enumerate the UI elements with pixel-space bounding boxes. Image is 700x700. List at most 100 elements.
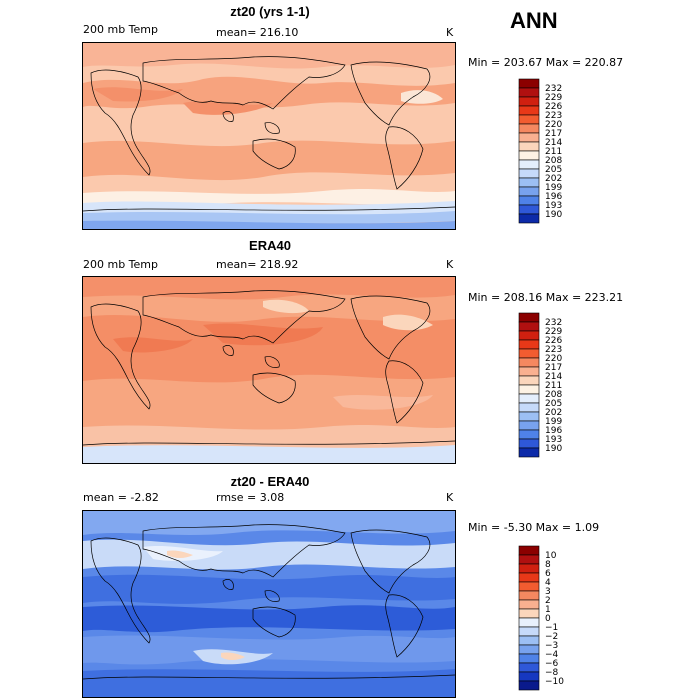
colorbar-tick-label: 232	[545, 84, 562, 94]
colorbar-swatch	[518, 132, 540, 143]
colorbar-tick-label: 205	[545, 165, 562, 175]
colorbar-tick-label: 10	[545, 551, 557, 561]
colorbar-tick-label: −6	[545, 659, 559, 669]
panel3-minmax: Min = -5.30 Max = 1.09	[468, 521, 600, 534]
panel2-left-label: 200 mb Temp	[83, 258, 159, 271]
colorbar-swatch	[518, 357, 540, 368]
colorbar-swatch	[518, 429, 540, 440]
colorbar-tick-label: 202	[545, 408, 562, 418]
colorbar-swatch	[518, 78, 540, 89]
colorbar-swatch	[518, 150, 540, 161]
colorbar-swatch	[518, 168, 540, 179]
panel3-colorbar: 10 8 6 4 3 2 1 0 −1 −2 −3 −4 −6 −8 −10	[518, 545, 578, 700]
colorbar-swatch	[518, 680, 540, 691]
colorbar-tick-label: 223	[545, 345, 562, 355]
colorbar-swatch	[518, 411, 540, 422]
colorbar-tick-label: 2	[545, 596, 551, 606]
colorbar-swatch	[518, 447, 540, 458]
colorbar-tick-label: 193	[545, 201, 562, 211]
panel2-minmax: Min = 208.16 Max = 223.21	[468, 291, 624, 304]
colorbar-swatch	[518, 626, 540, 637]
colorbar-swatch	[518, 186, 540, 197]
colorbar-tick-label: 208	[545, 390, 562, 400]
colorbar-swatch	[518, 393, 540, 404]
panel2-units: K	[446, 258, 454, 271]
colorbar-tick-label: −4	[545, 650, 559, 660]
colorbar-swatch	[518, 366, 540, 377]
colorbar-swatch	[518, 420, 540, 431]
colorbar-tick-label: 199	[545, 417, 562, 427]
colorbar-swatch	[518, 375, 540, 386]
colorbar-swatch	[518, 96, 540, 107]
colorbar-swatch	[518, 617, 540, 628]
colorbar-swatch	[518, 87, 540, 98]
colorbar-swatch	[518, 105, 540, 116]
colorbar-swatch	[518, 590, 540, 601]
colorbar-swatch	[518, 599, 540, 610]
colorbar-swatch	[518, 123, 540, 134]
panel1-minmax: Min = 203.67 Max = 220.87	[468, 56, 624, 69]
colorbar-tick-label: −10	[545, 677, 564, 687]
colorbar-tick-label: 199	[545, 183, 562, 193]
colorbar-tick-label: −1	[545, 623, 558, 633]
colorbar-swatch	[518, 330, 540, 341]
colorbar-swatch	[518, 545, 540, 556]
colorbar-tick-label: 214	[545, 138, 562, 148]
colorbar-swatch	[518, 653, 540, 664]
colorbar-swatch	[518, 608, 540, 619]
colorbar-tick-label: 0	[545, 614, 551, 624]
colorbar-swatch	[518, 339, 540, 350]
colorbar-tick-label: 223	[545, 111, 562, 121]
panel1-colorbar: 232 229 226 223 220 217 214 211 208 205 202 199 196 1…	[518, 78, 578, 233]
colorbar-tick-label: 232	[545, 318, 562, 328]
colorbar-tick-label: 226	[545, 102, 562, 112]
panel2-map	[82, 276, 456, 464]
colorbar-tick-label: 220	[545, 354, 562, 364]
colorbar-tick-label: 202	[545, 174, 562, 184]
colorbar-tick-label: 217	[545, 363, 562, 373]
colorbar-tick-label: 4	[545, 578, 551, 588]
panel3-rmse-label: rmse = 3.08	[216, 491, 285, 504]
colorbar-swatch	[518, 195, 540, 206]
colorbar-swatch	[518, 635, 540, 646]
colorbar-tick-label: 190	[545, 444, 562, 454]
colorbar-swatch	[518, 402, 540, 413]
colorbar-tick-label: −3	[545, 641, 558, 651]
colorbar-swatch	[518, 348, 540, 359]
colorbar-swatch	[518, 321, 540, 332]
colorbar-swatch	[518, 554, 540, 565]
panel3-map	[82, 510, 456, 698]
colorbar-tick-label: 208	[545, 156, 562, 166]
colorbar-tick-label: −2	[545, 632, 558, 642]
colorbar-tick-label: 211	[545, 147, 562, 157]
colorbar-swatch	[518, 671, 540, 682]
panel1-title: zt20 (yrs 1-1)	[230, 4, 310, 19]
colorbar-swatch	[518, 114, 540, 125]
colorbar-tick-label: 214	[545, 372, 562, 382]
panel3-units: K	[446, 491, 454, 504]
season-label: ANN	[510, 8, 558, 33]
colorbar-swatch	[518, 563, 540, 574]
colorbar-tick-label: 217	[545, 129, 562, 139]
colorbar-swatch	[518, 141, 540, 152]
colorbar-swatch	[518, 204, 540, 215]
colorbar-tick-label: 193	[545, 435, 562, 445]
colorbar-tick-label: 196	[545, 426, 562, 436]
colorbar-tick-label: 229	[545, 327, 562, 337]
colorbar-swatch	[518, 213, 540, 224]
colorbar-swatch	[518, 662, 540, 673]
panel3-mean-label: mean = -2.82	[83, 491, 159, 504]
panel1-left-label: 200 mb Temp	[83, 23, 159, 36]
colorbar-tick-label: 229	[545, 93, 562, 103]
colorbar-tick-label: −8	[545, 668, 559, 678]
colorbar-tick-label: 196	[545, 192, 562, 202]
colorbar-tick-label: 3	[545, 587, 551, 597]
colorbar-swatch	[518, 572, 540, 583]
colorbar-swatch	[518, 581, 540, 592]
colorbar-swatch	[518, 384, 540, 395]
colorbar-tick-label: 8	[545, 560, 551, 570]
colorbar-swatch	[518, 177, 540, 188]
panel3-title: zt20 - ERA40	[230, 474, 310, 489]
colorbar-tick-label: 220	[545, 120, 562, 130]
colorbar-tick-label: 211	[545, 381, 562, 391]
